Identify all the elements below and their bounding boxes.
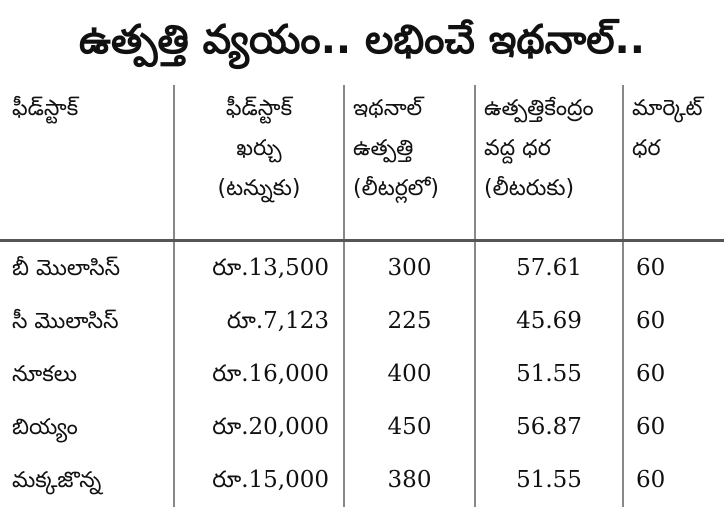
plant-price-cell: 45.69 [474,294,623,348]
header-ethanol-output: ఇథనాల్ ఉత్పత్తి (లీటర్లలో) [343,85,475,242]
cost-cell: రూ.16,000 [173,347,344,401]
cost-cell: రూ.15,000 [173,453,344,507]
feedstock-cell: సీ మొలాసిస్ [12,308,119,334]
table-body: బీ మొలాసిస్ రూ.13,500 300 57.61 60 సీ మొ… [0,240,724,507]
header-ethanol-line-2: ఉత్పత్తి [353,136,414,161]
table-header: ఫీడ్‌స్టాక్ ఫీడ్‌స్టాక్ ఖర్చు (టన్నుకు) … [0,85,724,242]
header-cost-line-3: (టన్నుకు) [217,176,301,201]
cost-cell: రూ.20,000 [173,400,344,454]
ethanol-cell: 450 [343,400,475,454]
cost-cell: రూ.7,123 [173,294,344,348]
header-plant-line-2: వద్ద ధర [484,136,551,161]
header-feedstock-line: ఫీడ్‌స్టాక్ [12,96,79,121]
ethanol-cell: 225 [343,294,475,348]
header-plant-line-3: (లీటరుకు) [484,176,575,201]
ethanol-cell: 400 [343,347,475,401]
table-row: నూకలు రూ.16,000 400 51.55 60 [0,347,724,401]
feedstock-cell: బీ మొలాసిస్ [12,255,121,281]
header-feedstock-cost: ఫీడ్‌స్టాక్ ఖర్చు (టన్నుకు) [173,85,344,242]
header-ethanol-line-1: ఇథనాల్ [353,96,423,121]
header-feedstock: ఫీడ్‌స్టాక్ [0,85,174,242]
table-row: సీ మొలాసిస్ రూ.7,123 225 45.69 60 [0,294,724,348]
header-ethanol-line-3: (లీటర్లలో) [353,176,439,201]
table-row: బీ మొలాసిస్ రూ.13,500 300 57.61 60 [0,240,724,295]
table-row: బియ్యం రూ.20,000 450 56.87 60 [0,400,724,454]
header-cost-line-2: ఖర్చు [236,136,282,161]
ethanol-cell: 300 [343,240,475,295]
header-market-line-1: మార్కెట్ [632,96,703,121]
feedstock-cell: మక్కజొన్న [12,467,102,493]
plant-price-cell: 51.55 [474,347,623,401]
feedstock-cell: నూకలు [12,361,77,387]
feedstock-cell: బియ్యం [12,414,78,440]
header-plant-line-1: ఉత్పత్తికేంద్రం [484,96,594,121]
plant-price-cell: 56.87 [474,400,623,454]
ethanol-cell: 380 [343,453,475,507]
cost-cell: రూ.13,500 [173,240,344,295]
page-title: ఉత్పత్తి వ్యయం.. లభించే ఇథనాల్.. [79,17,645,63]
market-price-cell: 60 [622,453,724,507]
plant-price-cell: 51.55 [474,453,623,507]
header-plant-price: ఉత్పత్తికేంద్రం వద్ద ధర (లీటరుకు) [474,85,623,242]
header-market-price: మార్కెట్ ధర [622,85,724,242]
header-cost-line-1: ఫీడ్‌స్టాక్ [225,96,293,121]
header-row: ఫీడ్‌స్టాక్ ఫీడ్‌స్టాక్ ఖర్చు (టన్నుకు) … [0,85,724,242]
plant-price-cell: 57.61 [474,240,623,295]
market-price-cell: 60 [622,240,724,295]
market-price-cell: 60 [622,400,724,454]
market-price-cell: 60 [622,347,724,401]
table-row: మక్కజొన్న రూ.15,000 380 51.55 60 [0,453,724,507]
ethanol-cost-table: ఫీడ్‌స్టాక్ ఫీడ్‌స్టాక్ ఖర్చు (టన్నుకు) … [0,85,724,507]
market-price-cell: 60 [622,294,724,348]
header-market-line-2: ధర [632,136,661,161]
